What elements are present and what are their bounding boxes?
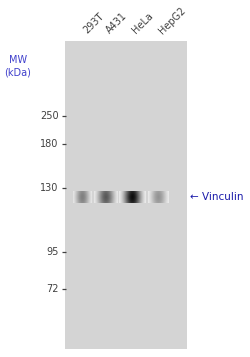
- Text: 72: 72: [46, 285, 58, 295]
- Text: 180: 180: [40, 139, 58, 149]
- Text: 250: 250: [40, 111, 58, 121]
- Bar: [66, 41, 187, 350]
- Text: 130: 130: [40, 183, 58, 193]
- Text: ← Vinculin: ← Vinculin: [190, 192, 244, 202]
- Text: HepG2: HepG2: [158, 5, 188, 36]
- Text: 293T: 293T: [81, 11, 106, 36]
- Text: A431: A431: [104, 11, 129, 36]
- Text: 95: 95: [46, 247, 58, 257]
- Text: MW
(kDa): MW (kDa): [4, 55, 31, 77]
- Text: HeLa: HeLa: [130, 11, 155, 36]
